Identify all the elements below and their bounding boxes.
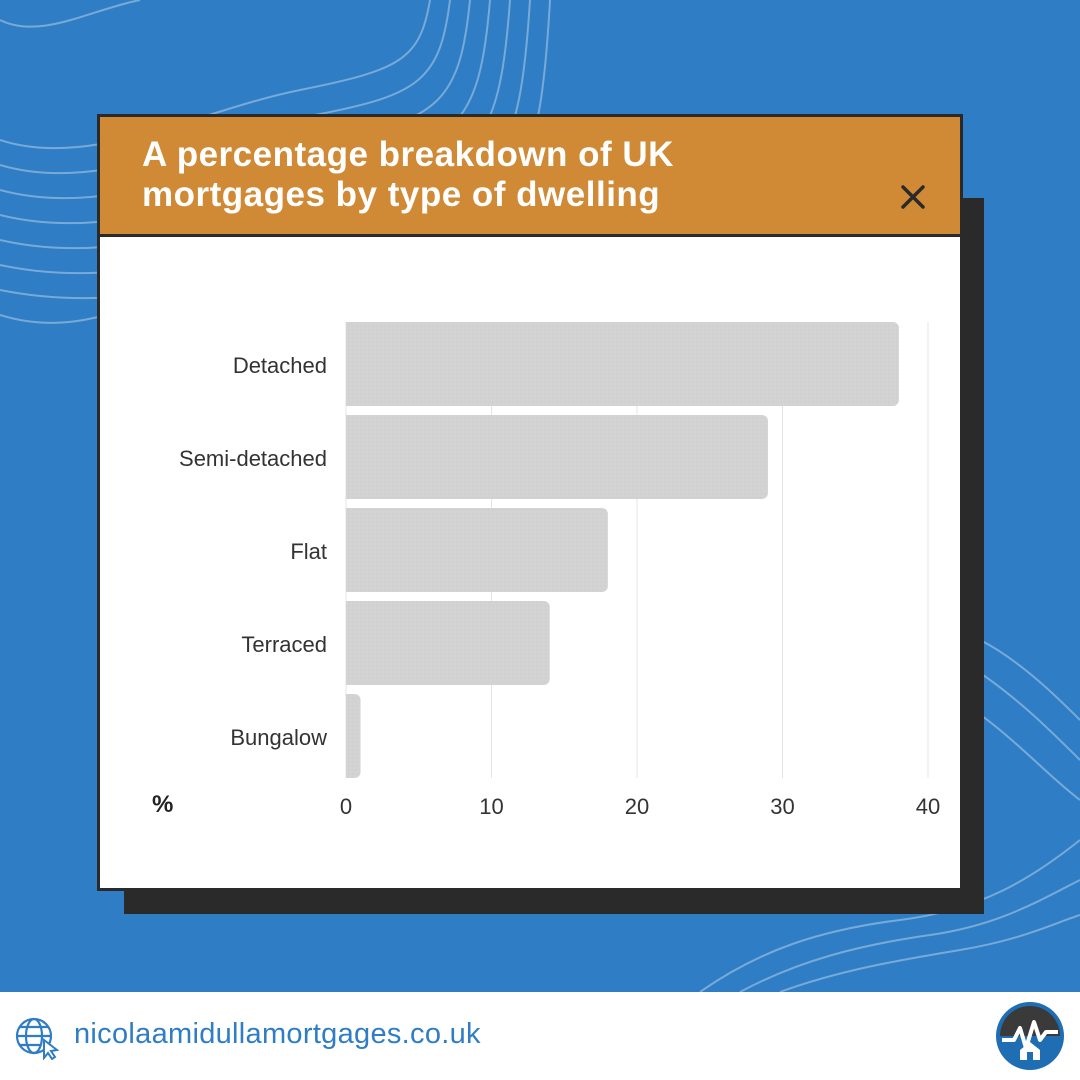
bar <box>346 508 608 592</box>
tick-label: 0 <box>340 794 352 819</box>
axis-unit-label: % <box>152 791 173 818</box>
card-header: A percentage breakdown of UK mortgages b… <box>100 117 960 237</box>
tick-label: 20 <box>625 794 649 819</box>
bar-chart: Detached Semi-detached Flat Terraced Bungalo… <box>152 322 940 819</box>
bar-edge <box>346 415 352 499</box>
bar <box>346 601 550 685</box>
bar-edge <box>346 694 352 778</box>
tick-label: 30 <box>770 794 794 819</box>
bar-edge <box>346 508 352 592</box>
chart-title: A percentage breakdown of UK mortgages b… <box>142 135 674 214</box>
bar <box>346 322 899 406</box>
category-label: Detached <box>233 353 327 378</box>
close-icon[interactable] <box>895 179 931 215</box>
bar <box>346 415 768 499</box>
tick-label: 10 <box>479 794 503 819</box>
bar-edge <box>346 322 352 406</box>
category-label: Terraced <box>241 632 327 657</box>
globe-cursor-icon <box>15 1017 60 1060</box>
tick-label: 40 <box>916 794 940 819</box>
website-link[interactable]: nicolaamidullamortgages.co.uk <box>74 1018 481 1050</box>
house-chart-logo-icon <box>996 1002 1064 1070</box>
footer-bar: nicolaamidullamortgages.co.uk <box>0 992 1080 1080</box>
category-label: Bungalow <box>230 725 327 750</box>
chart-card: A percentage breakdown of UK mortgages b… <box>97 114 963 891</box>
category-label: Flat <box>290 539 327 564</box>
category-label: Semi-detached <box>179 446 327 471</box>
bar-edge <box>346 601 352 685</box>
